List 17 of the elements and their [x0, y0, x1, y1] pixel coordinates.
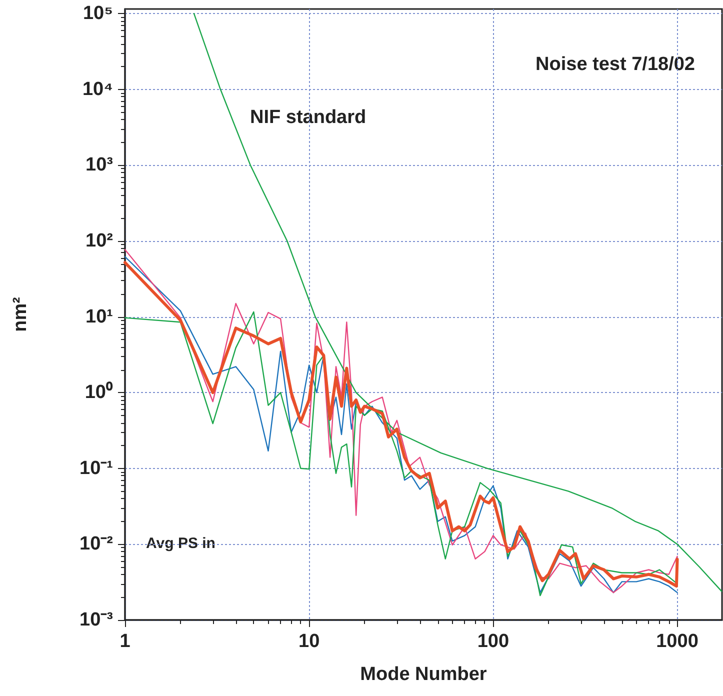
- annotation: Noise test 7/18/02: [536, 54, 696, 75]
- y-tick-label: 10²: [86, 230, 113, 252]
- y-tick-label: 10³: [86, 154, 113, 176]
- y-tick-label: 10⁻²: [80, 534, 113, 555]
- y-tick-label: 10¹: [86, 306, 113, 328]
- x-tick-label: 10: [298, 631, 320, 652]
- x-tick-label: 100: [477, 631, 510, 652]
- x-tick-label: 1: [120, 631, 131, 652]
- series-label: NIF standard: [250, 107, 366, 128]
- y-axis-title: nm²: [10, 297, 31, 332]
- y-tick-label: 10⁰: [84, 381, 113, 404]
- x-axis-title: Mode Number: [360, 664, 488, 685]
- y-tick-label: 10⁵: [82, 3, 113, 24]
- y-tick-label: 10⁻³: [80, 610, 113, 630]
- x-tick-label: 1000: [656, 631, 698, 652]
- y-tick-label: 10⁴: [82, 78, 113, 100]
- y-tick-label: 10⁻¹: [80, 458, 113, 479]
